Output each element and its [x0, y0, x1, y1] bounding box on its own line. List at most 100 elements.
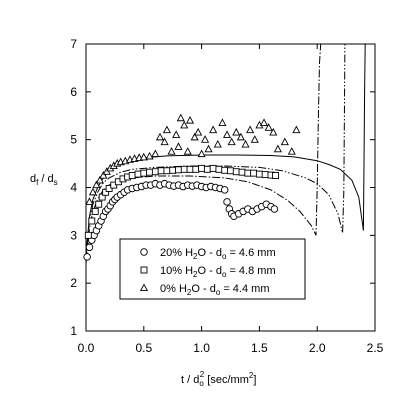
triangle-marker-25	[183, 147, 192, 155]
square-marker-31	[244, 169, 252, 177]
y-tick-label-4: 5	[70, 133, 77, 147]
triangle-marker-14	[139, 152, 148, 161]
triangle-marker-20	[167, 147, 176, 155]
triangle-marker-27	[190, 132, 199, 141]
y-tick-label-1: 2	[70, 276, 77, 290]
square-marker-16	[157, 167, 165, 175]
y-tick-label-3: 4	[70, 181, 77, 195]
model-curves	[85, 43, 366, 265]
triangle-marker-47	[280, 137, 289, 146]
y-tick-label-6: 7	[70, 37, 77, 51]
y-tick-label-2: 3	[70, 228, 77, 242]
triangle-marker-17	[155, 132, 165, 141]
triangle-marker-22	[174, 142, 183, 150]
square-marker-19	[175, 166, 182, 174]
square-marker-36	[272, 172, 280, 179]
square-marker-18	[169, 166, 177, 174]
square-marker-21	[186, 165, 194, 173]
triangle-marker-4	[99, 170, 108, 179]
model-curve-solid	[85, 43, 366, 255]
triangle-marker-15	[145, 151, 154, 160]
triangle-marker-44	[264, 123, 273, 131]
triangle-marker-29	[197, 149, 206, 158]
triangle-marker-23	[176, 113, 185, 122]
x-axis: 0.0 0.5 1.0 1.5 2.0 2.5	[78, 44, 384, 355]
legend-entry-2: 0% H2O - do = 4.4 mm	[160, 283, 269, 297]
triangle-marker-41	[250, 135, 259, 143]
y-axis: 1 2 3 4 5 6 7	[70, 37, 375, 338]
triangle-marker-40	[246, 125, 255, 134]
triangle-marker-43	[259, 118, 269, 126]
square-marker-12	[134, 170, 142, 178]
square-marker-15	[151, 168, 159, 176]
triangle-marker-39	[241, 139, 250, 148]
triangle-marker-30	[201, 135, 210, 143]
square-marker-5	[102, 188, 110, 196]
triangle-marker-16	[151, 149, 160, 158]
square-marker-28	[227, 167, 234, 175]
y-tick-label-0: 1	[70, 324, 77, 338]
triangle-marker-0	[85, 197, 94, 205]
triangle-marker-21	[172, 130, 181, 138]
circle-marker-0	[83, 253, 91, 261]
x-tick-label-5: 2.5	[367, 341, 384, 355]
triangle-marker-38	[236, 132, 245, 141]
square-marker-24	[203, 165, 211, 173]
x-axis-label: t / do2 [sec/mm2]	[181, 370, 256, 388]
square-marker-3	[95, 200, 103, 208]
triangle-marker-48	[287, 147, 296, 155]
square-marker-11	[128, 172, 136, 179]
triangle-marker-3	[95, 175, 104, 184]
data-markers	[83, 113, 301, 261]
legend-circle-marker	[140, 248, 148, 256]
triangle-marker-24	[180, 120, 189, 129]
square-marker-30	[238, 168, 246, 176]
square-marker-25	[209, 164, 217, 172]
square-marker-1	[88, 217, 96, 225]
triangle-marker-33	[213, 139, 222, 148]
x-tick-label-0: 0.0	[78, 341, 95, 355]
triangle-marker-32	[209, 125, 218, 134]
square-marker-14	[146, 168, 154, 176]
legend-box	[119, 238, 306, 300]
square-marker-4	[98, 193, 106, 201]
legend-triangle-marker	[139, 283, 149, 292]
square-marker-29	[232, 168, 240, 176]
triangle-marker-37	[232, 127, 241, 136]
legend-square-marker	[140, 266, 148, 274]
square-marker-23	[198, 164, 206, 172]
triangle-marker-26	[185, 115, 195, 124]
triangle-marker-28	[194, 127, 203, 136]
square-marker-27	[221, 166, 229, 174]
triangle-marker-1	[88, 187, 97, 196]
model-curve-dash-dot-dot	[85, 43, 346, 260]
legend-entry-1: 10% H2O - do = 4.8 mm	[160, 265, 276, 279]
legend-entry-0: 20% H2O - do = 4.6 mm	[160, 247, 276, 261]
x-tick-label-4: 2.0	[309, 341, 326, 355]
square-marker-34	[261, 171, 269, 179]
square-marker-0	[84, 231, 92, 239]
triangle-marker-19	[162, 125, 171, 134]
circle-marker-37	[220, 186, 229, 194]
square-marker-26	[215, 165, 223, 173]
triangle-marker-46	[273, 144, 282, 153]
legend: 20% H2O - do = 4.6 mm 10% H2O - do = 4.8…	[119, 238, 306, 300]
circle-marker-38	[223, 198, 231, 206]
triangle-marker-49	[292, 125, 301, 134]
triangle-marker-45	[269, 127, 278, 136]
square-marker-17	[163, 167, 171, 175]
triangle-marker-36	[227, 137, 236, 146]
square-marker-20	[180, 165, 188, 173]
legend-markers	[139, 248, 149, 292]
square-marker-32	[250, 169, 258, 177]
triangle-marker-34	[218, 118, 227, 126]
x-tick-label-2: 1.0	[193, 341, 210, 355]
x-tick-label-1: 0.5	[135, 341, 152, 355]
y-axis-label: df / ds	[30, 173, 58, 187]
triangle-marker-31	[204, 144, 213, 153]
y-tick-label-5: 6	[70, 85, 77, 99]
circle-marker-50	[270, 205, 279, 213]
x-tick-label-3: 1.5	[251, 341, 268, 355]
triangle-marker-2	[92, 180, 101, 189]
